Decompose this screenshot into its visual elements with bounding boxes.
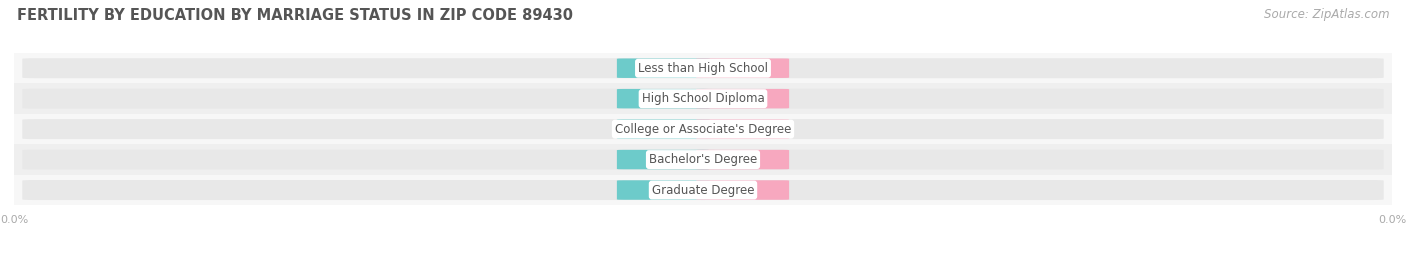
Text: Less than High School: Less than High School — [638, 62, 768, 75]
Bar — [14, 114, 1392, 144]
Bar — [14, 83, 1392, 114]
Bar — [14, 144, 1392, 175]
FancyBboxPatch shape — [696, 150, 789, 169]
FancyBboxPatch shape — [696, 58, 789, 78]
Text: 0.0%: 0.0% — [728, 185, 756, 195]
Text: FERTILITY BY EDUCATION BY MARRIAGE STATUS IN ZIP CODE 89430: FERTILITY BY EDUCATION BY MARRIAGE STATU… — [17, 8, 572, 23]
FancyBboxPatch shape — [617, 58, 710, 78]
FancyBboxPatch shape — [696, 119, 789, 139]
FancyBboxPatch shape — [617, 119, 710, 139]
Text: Bachelor's Degree: Bachelor's Degree — [650, 153, 756, 166]
FancyBboxPatch shape — [22, 180, 716, 200]
Text: Graduate Degree: Graduate Degree — [652, 183, 754, 197]
FancyBboxPatch shape — [696, 89, 789, 108]
Text: 0.0%: 0.0% — [650, 94, 678, 104]
Text: High School Diploma: High School Diploma — [641, 92, 765, 105]
Text: 0.0%: 0.0% — [728, 124, 756, 134]
Text: College or Associate's Degree: College or Associate's Degree — [614, 123, 792, 136]
Bar — [14, 53, 1392, 83]
FancyBboxPatch shape — [690, 89, 1384, 109]
FancyBboxPatch shape — [22, 150, 716, 169]
Text: 0.0%: 0.0% — [650, 63, 678, 73]
Text: 0.0%: 0.0% — [650, 124, 678, 134]
Text: 0.0%: 0.0% — [650, 155, 678, 165]
Text: Source: ZipAtlas.com: Source: ZipAtlas.com — [1264, 8, 1389, 21]
FancyBboxPatch shape — [690, 180, 1384, 200]
FancyBboxPatch shape — [617, 180, 710, 200]
Text: 0.0%: 0.0% — [728, 155, 756, 165]
Text: 0.0%: 0.0% — [728, 63, 756, 73]
FancyBboxPatch shape — [22, 89, 716, 109]
FancyBboxPatch shape — [690, 150, 1384, 169]
FancyBboxPatch shape — [690, 119, 1384, 139]
FancyBboxPatch shape — [22, 58, 716, 78]
FancyBboxPatch shape — [696, 180, 789, 200]
Bar — [14, 175, 1392, 205]
Text: 0.0%: 0.0% — [728, 94, 756, 104]
Text: 0.0%: 0.0% — [650, 185, 678, 195]
Legend: Married, Unmarried: Married, Unmarried — [619, 266, 787, 269]
FancyBboxPatch shape — [22, 119, 716, 139]
FancyBboxPatch shape — [690, 58, 1384, 78]
FancyBboxPatch shape — [617, 150, 710, 169]
FancyBboxPatch shape — [617, 89, 710, 108]
